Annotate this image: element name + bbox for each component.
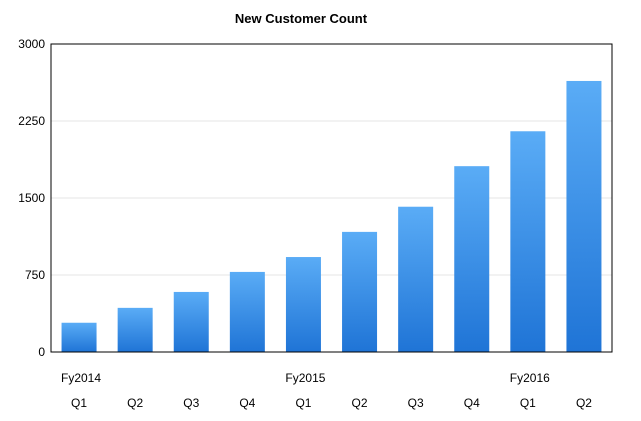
bars: [61, 80, 602, 353]
bar: [117, 307, 153, 352]
x-tick-label: Q4: [464, 396, 480, 410]
x-group-label: Fy2014: [61, 371, 101, 385]
x-tick-label: Q1: [520, 396, 536, 410]
x-group-label: Fy2016: [510, 371, 550, 385]
x-tick-label: Q2: [127, 396, 143, 410]
x-tick-label: Q1: [71, 396, 87, 410]
bar: [566, 80, 602, 353]
bar: [229, 271, 265, 352]
axes: [50, 43, 613, 353]
bar: [398, 206, 434, 352]
x-tick-label: Q2: [576, 396, 592, 410]
y-tick-label: 750: [25, 268, 45, 282]
y-tick-label: 3000: [18, 37, 45, 51]
x-tick-label: Q1: [295, 396, 311, 410]
x-tick-label: Q3: [183, 396, 199, 410]
y-tick-label: 0: [38, 345, 45, 359]
x-tick-labels: Q1 Q2 Q3 Q4 Q1 Q2 Q3 Q4 Q1 Q2: [71, 396, 592, 410]
x-group-label: Fy2015: [285, 371, 325, 385]
bar: [61, 322, 97, 352]
y-tick-label: 1500: [18, 191, 45, 205]
chart-title: New Customer Count: [235, 11, 368, 26]
x-group-labels: Fy2014 Fy2015 Fy2016: [61, 371, 550, 385]
plot-frame: [50, 43, 613, 353]
bar: [173, 291, 209, 352]
y-tick-label: 2250: [18, 114, 45, 128]
bar: [510, 131, 546, 352]
x-tick-label: Q3: [408, 396, 424, 410]
x-tick-label: Q4: [239, 396, 255, 410]
bar: [342, 231, 378, 352]
y-tick-labels: 0 750 1500 2250 3000: [18, 37, 45, 359]
x-tick-label: Q2: [352, 396, 368, 410]
bar: [285, 257, 321, 352]
bar: [454, 166, 490, 352]
